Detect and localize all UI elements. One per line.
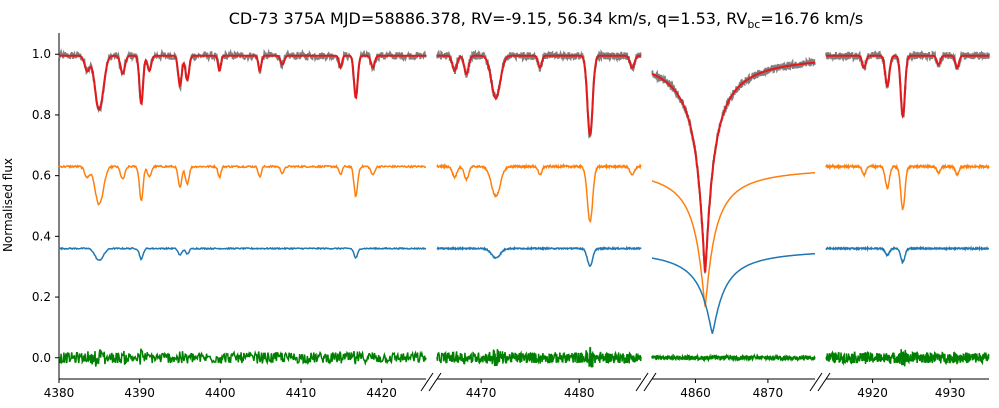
x-tick-label: 4920 bbox=[857, 386, 888, 400]
series-secondary bbox=[652, 252, 815, 334]
y-tick-label: 0.2 bbox=[32, 290, 51, 304]
y-tick-label: 0.4 bbox=[32, 229, 51, 243]
series-residual bbox=[825, 349, 990, 367]
axis-break-mark bbox=[635, 372, 649, 392]
chart-panels: 4380 4390 4400 4410 4420 4470 4480 4860 4870 4920… bbox=[44, 48, 990, 400]
series-residual bbox=[436, 346, 642, 368]
series-primary bbox=[58, 163, 426, 206]
x-tick-label: 4410 bbox=[286, 386, 317, 400]
series-model bbox=[59, 54, 426, 112]
x-tick-label: 4870 bbox=[753, 386, 784, 400]
panel-2: 4470 4480 bbox=[436, 49, 657, 400]
axis-break-mark bbox=[643, 372, 657, 392]
x-tick-label: 4480 bbox=[564, 386, 595, 400]
x-tick-label: 4420 bbox=[366, 386, 397, 400]
chart-title: CD-73 375A MJD=58886.378, RV=-9.15, 56.3… bbox=[229, 9, 863, 31]
series-primary bbox=[436, 162, 642, 223]
y-tick-label: 0.0 bbox=[32, 351, 51, 365]
series-residual bbox=[58, 348, 427, 367]
axis-break-mark bbox=[809, 372, 823, 392]
axis-break-mark bbox=[817, 372, 831, 392]
series-secondary bbox=[58, 246, 427, 261]
chart-title-subscript: bc bbox=[747, 18, 760, 31]
x-tick-label: 4400 bbox=[205, 386, 236, 400]
x-tick-label: 4390 bbox=[124, 386, 155, 400]
x-tick-label: 4380 bbox=[44, 386, 75, 400]
panel-3: 4860 4870 bbox=[651, 56, 831, 400]
y-tick-label: 1.0 bbox=[32, 47, 51, 61]
y-tick-label: 0.8 bbox=[32, 108, 51, 122]
axis-break-mark bbox=[420, 372, 434, 392]
x-tick-label: 4930 bbox=[935, 386, 966, 400]
series-residual bbox=[651, 353, 816, 363]
panel-4: 4920 4930 bbox=[825, 49, 990, 400]
series-primary bbox=[825, 162, 990, 211]
series-secondary bbox=[825, 245, 990, 265]
x-tick-label: 4860 bbox=[680, 386, 711, 400]
axis-break-mark bbox=[428, 372, 442, 392]
series-secondary bbox=[436, 245, 642, 268]
y-axis: 0.0 0.2 0.4 0.6 0.8 1.0 bbox=[32, 33, 60, 379]
series-primary bbox=[652, 171, 816, 308]
chart-title-tail: =16.76 km/s bbox=[760, 9, 863, 28]
chart-title-main: CD-73 375A MJD=58886.378, RV=-9.15, 56.3… bbox=[229, 9, 748, 28]
series-model bbox=[826, 54, 989, 119]
x-tick-label: 4470 bbox=[466, 386, 497, 400]
panel-1: 4380 4390 4400 4410 4420 bbox=[44, 48, 442, 400]
y-axis-label: Normalised flux bbox=[1, 158, 15, 252]
y-tick-label: 0.6 bbox=[32, 169, 51, 183]
series-model bbox=[651, 61, 816, 272]
series-model bbox=[437, 54, 641, 138]
